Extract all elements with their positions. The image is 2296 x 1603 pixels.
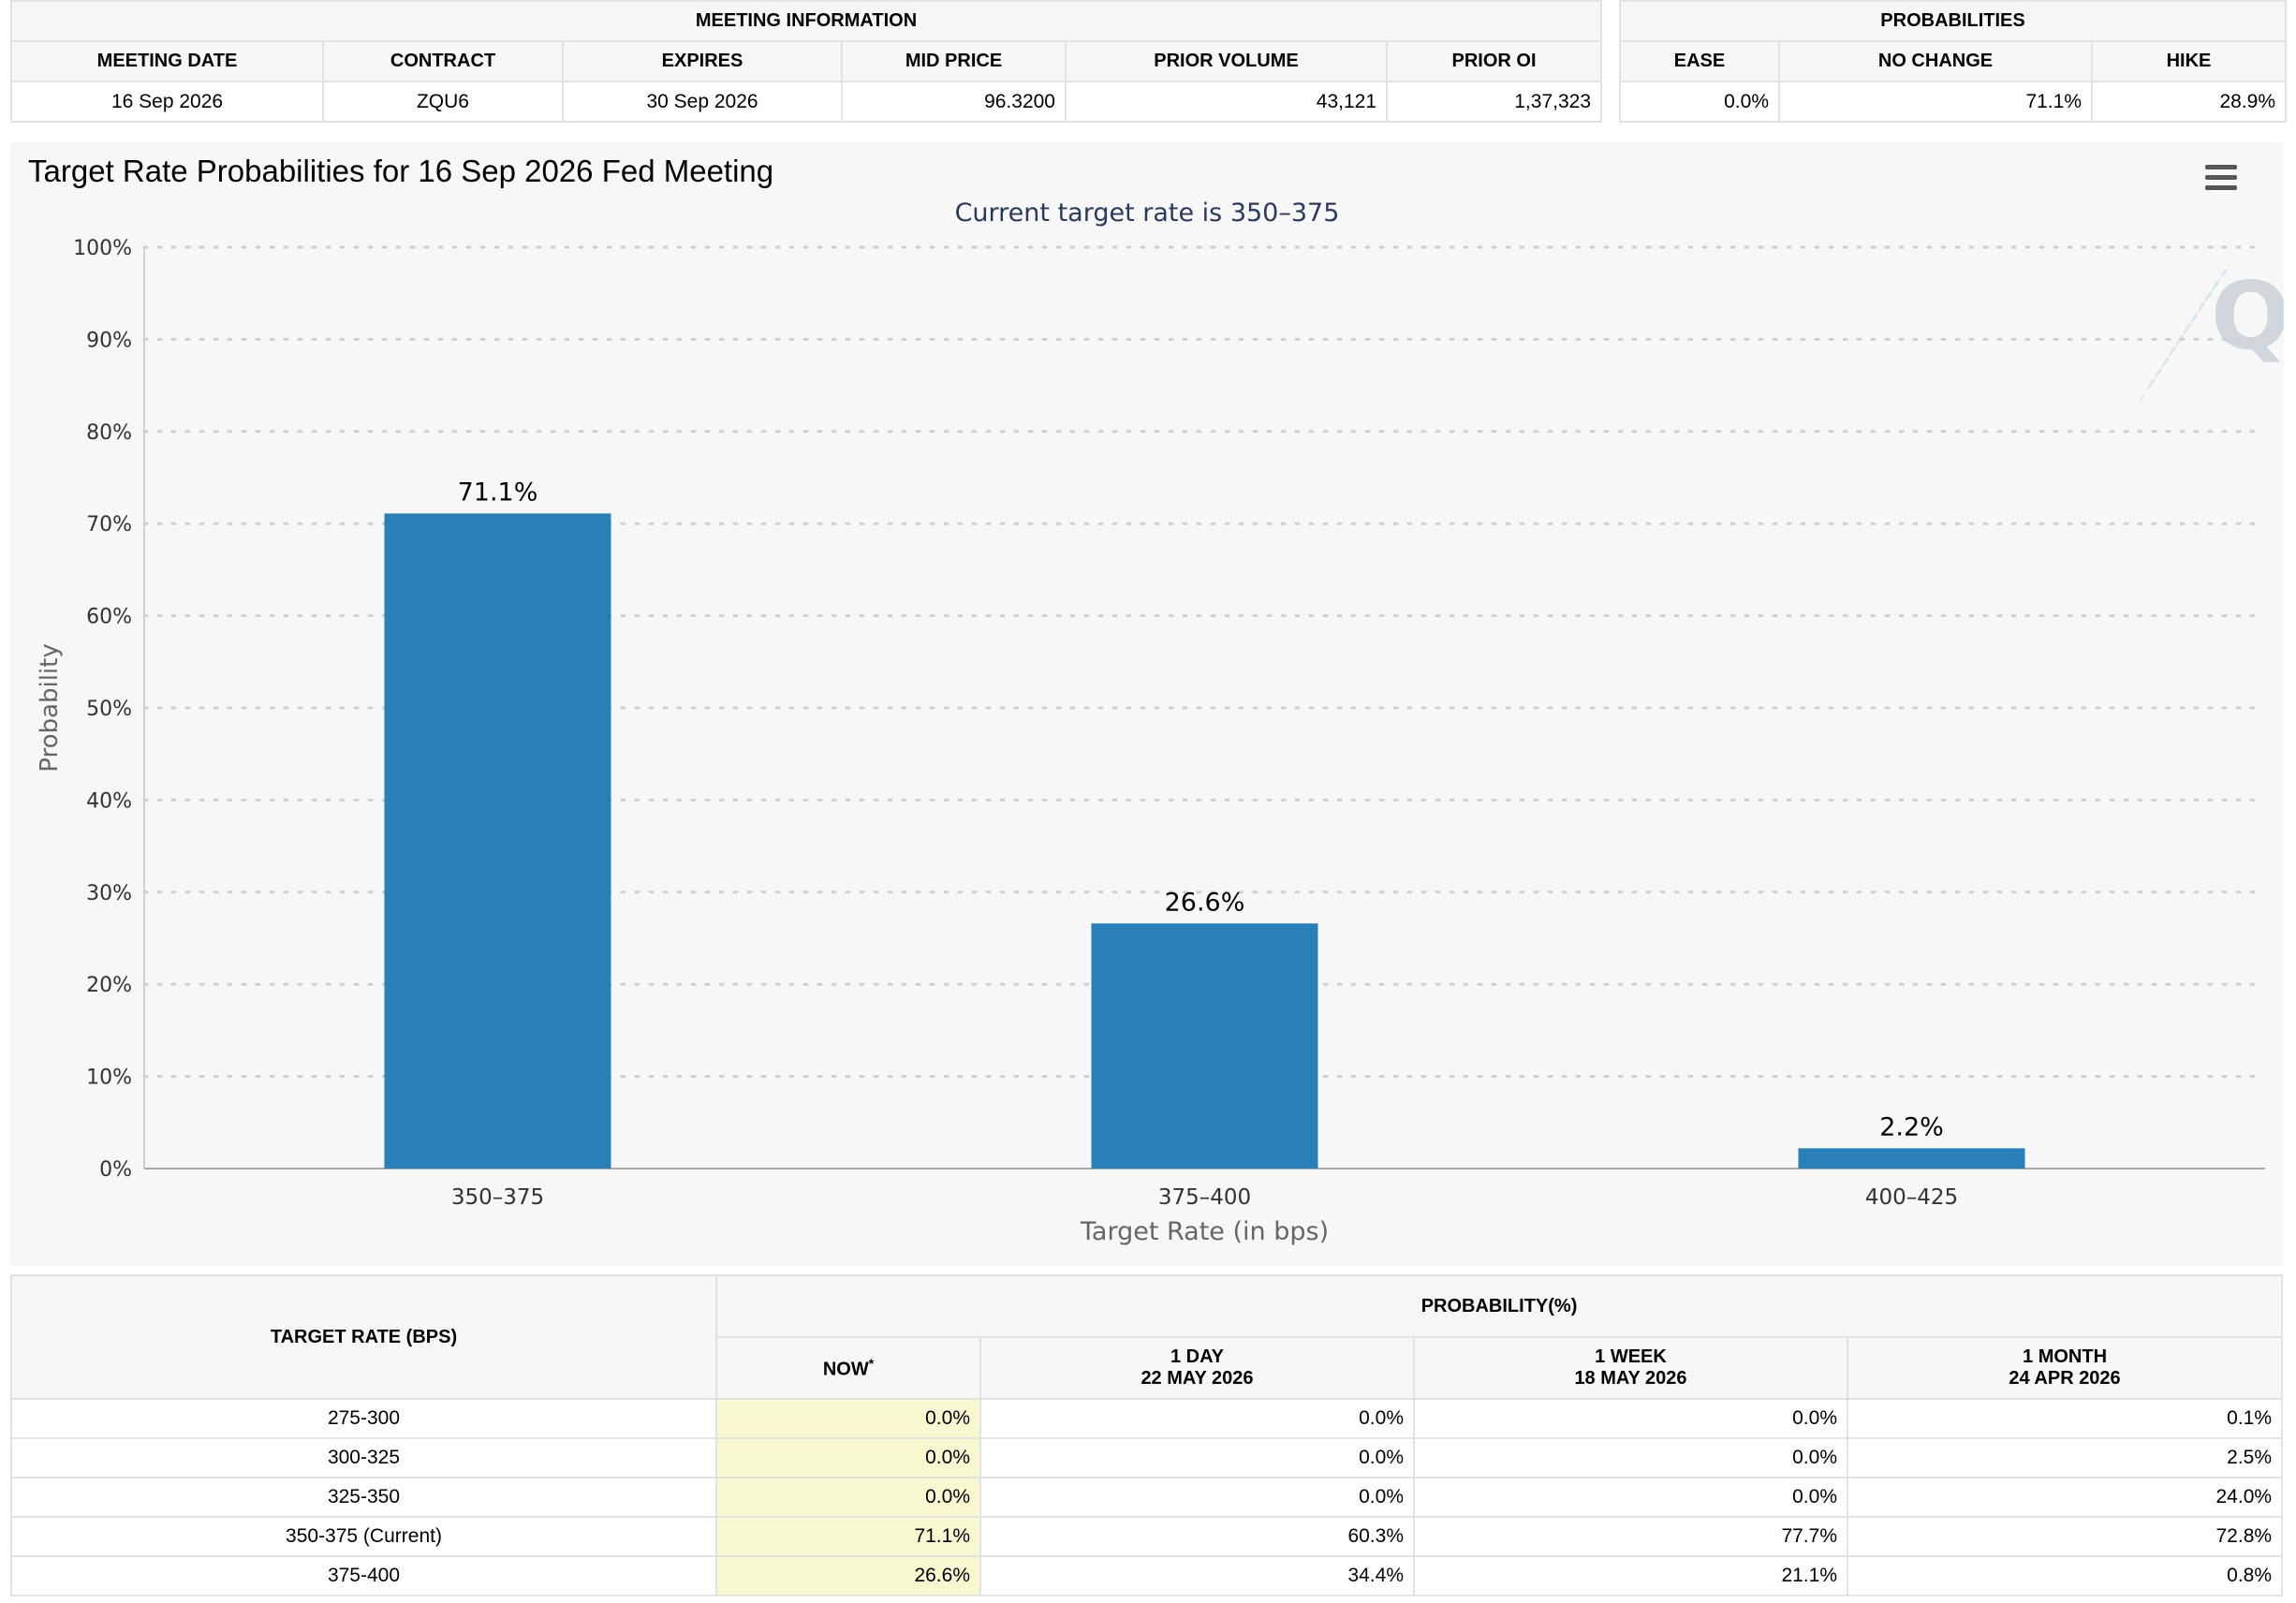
quikstrike-q-logo-icon: Q: [2140, 261, 2284, 401]
one-day-label: 1 DAY: [1170, 1346, 1225, 1367]
data-label: 2.2%: [1879, 1112, 1944, 1141]
probabilities-table: PROBABILITIES EASE NO CHANGE HIKE 0.0% 7…: [1618, 0, 2288, 123]
y-axis-title: Probability: [36, 643, 64, 772]
y-tick-label: 80%: [86, 421, 132, 445]
one-week-column-header: 1 WEEK 18 MAY 2026: [1413, 1336, 1848, 1400]
meeting-info-row: 16 Sep 2026 ZQU6 30 Sep 2026 96.3200 43,…: [10, 81, 1602, 123]
prior-volume-value: 43,121: [1065, 81, 1388, 123]
x-axis-title: Target Rate (in bps): [1080, 1217, 1329, 1246]
target-rate-cell: 275-300: [10, 1398, 717, 1439]
y-tick-label: 10%: [86, 1066, 132, 1090]
chart-subtitle: Current target rate is 350–375: [954, 199, 1340, 228]
target-rate-header: TARGET RATE (BPS): [10, 1274, 717, 1400]
now-value: 71.1%: [715, 1516, 981, 1557]
one-week-date: 18 MAY 2026: [1574, 1368, 1687, 1389]
one-day-value: 0.0%: [979, 1398, 1415, 1439]
expires-value: 30 Sep 2026: [562, 81, 843, 123]
one-week-value: 0.0%: [1413, 1398, 1848, 1439]
x-tick-label: 350–375: [451, 1185, 544, 1210]
y-tick-label: 20%: [86, 974, 132, 997]
ease-header: EASE: [1619, 40, 1780, 82]
no-change-value: 71.1%: [1778, 81, 2093, 123]
hamburger-menu-icon[interactable]: [2205, 165, 2237, 193]
y-tick-label: 100%: [73, 237, 132, 260]
target-rate-cell: 300-325: [10, 1437, 717, 1478]
probability-header: PROBABILITY(%): [714, 1274, 2284, 1338]
data-label: 71.1%: [458, 478, 538, 507]
bar: [1091, 923, 1318, 1169]
mid-price-header: MID PRICE: [841, 40, 1067, 82]
bar-chart: Q 0% 10% 20% 30% 40% 50% 60% 70% 80% 90% 100% Proba…: [36, 237, 2284, 1246]
chart-panel: Target Rate Probabilities for 16 Sep 202…: [10, 142, 2284, 1266]
y-tick-label: 60%: [86, 606, 132, 629]
now-value: 26.6%: [715, 1555, 981, 1596]
target-rate-cell: 325-350: [10, 1477, 717, 1518]
one-day-value: 0.0%: [979, 1477, 1415, 1518]
one-day-value: 60.3%: [979, 1516, 1415, 1557]
y-tick-label: 50%: [86, 698, 132, 721]
meeting-information-title: MEETING INFORMATION: [10, 0, 1602, 42]
chart-title: Target Rate Probabilities for 16 Sep 202…: [28, 154, 774, 188]
now-value: 0.0%: [715, 1437, 981, 1478]
table-row: 375-400 26.6% 34.4% 21.1% 0.8%: [10, 1555, 2284, 1596]
meeting-information-table: MEETING INFORMATION MEETING DATE CONTRAC…: [10, 0, 1602, 123]
one-week-value: 0.0%: [1413, 1437, 1848, 1478]
bar: [384, 513, 611, 1169]
hike-value: 28.9%: [2090, 81, 2288, 123]
expires-header: EXPIRES: [562, 40, 843, 82]
data-label: 26.6%: [1165, 888, 1245, 917]
prior-oi-header: PRIOR OI: [1386, 40, 1602, 82]
table-row: 325-350 0.0% 0.0% 0.0% 24.0%: [10, 1477, 2284, 1518]
one-month-value: 0.8%: [1846, 1555, 2284, 1596]
now-label: NOW: [822, 1359, 869, 1380]
one-month-value: 24.0%: [1846, 1477, 2284, 1518]
one-month-value: 0.1%: [1846, 1398, 2284, 1439]
one-month-column-header: 1 MONTH 24 APR 2026: [1846, 1336, 2284, 1400]
probabilities-row: 0.0% 71.1% 28.9%: [1619, 81, 2288, 123]
meeting-date-value: 16 Sep 2026: [10, 81, 324, 123]
one-month-label: 1 MONTH: [2023, 1346, 2108, 1367]
no-change-header: NO CHANGE: [1778, 40, 2093, 82]
now-asterisk: *: [868, 1355, 875, 1371]
one-day-value: 34.4%: [979, 1555, 1415, 1596]
ease-value: 0.0%: [1619, 81, 1780, 123]
prior-volume-header: PRIOR VOLUME: [1065, 40, 1388, 82]
y-tick-label: 0%: [99, 1158, 132, 1182]
now-value: 0.0%: [715, 1477, 981, 1518]
svg-text:Q: Q: [2211, 261, 2284, 371]
target-rate-cell: 350-375 (Current): [10, 1516, 717, 1557]
now-value: 0.0%: [715, 1398, 981, 1439]
hike-header: HIKE: [2090, 40, 2288, 82]
one-month-value: 2.5%: [1846, 1437, 2284, 1478]
x-tick-label: 400–425: [1865, 1185, 1958, 1210]
one-week-label: 1 WEEK: [1595, 1346, 1667, 1367]
table-row: 275-300 0.0% 0.0% 0.0% 0.1%: [10, 1398, 2284, 1439]
mid-price-value: 96.3200: [841, 81, 1067, 123]
now-column-header: NOW*: [715, 1336, 981, 1400]
meeting-date-header: MEETING DATE: [10, 40, 324, 82]
one-week-value: 0.0%: [1413, 1477, 1848, 1518]
table-row: 300-325 0.0% 0.0% 0.0% 2.5%: [10, 1437, 2284, 1478]
x-tick-label: 375–400: [1158, 1185, 1251, 1210]
one-week-value: 21.1%: [1413, 1555, 1848, 1596]
one-week-value: 77.7%: [1413, 1516, 1848, 1557]
y-tick-label: 70%: [86, 513, 132, 537]
target-rate-probability-table: TARGET RATE (BPS) PROBABILITY(%) NOW* 1 …: [10, 1274, 2284, 1596]
one-day-column-header: 1 DAY 22 MAY 2026: [979, 1336, 1415, 1400]
bar: [1798, 1148, 2025, 1169]
one-day-date: 22 MAY 2026: [1141, 1368, 1254, 1389]
one-month-date: 24 APR 2026: [2009, 1368, 2121, 1389]
one-day-value: 0.0%: [979, 1437, 1415, 1478]
y-tick-label: 30%: [86, 882, 132, 905]
y-tick-label: 90%: [86, 329, 132, 352]
one-month-value: 72.8%: [1846, 1516, 2284, 1557]
target-rate-cell: 375-400: [10, 1555, 717, 1596]
y-tick-label: 40%: [86, 789, 132, 813]
table-row: 350-375 (Current) 71.1% 60.3% 77.7% 72.8…: [10, 1516, 2284, 1557]
contract-value: ZQU6: [322, 81, 564, 123]
contract-header: CONTRACT: [322, 40, 564, 82]
prior-oi-value: 1,37,323: [1386, 81, 1602, 123]
probabilities-title: PROBABILITIES: [1618, 0, 2288, 42]
